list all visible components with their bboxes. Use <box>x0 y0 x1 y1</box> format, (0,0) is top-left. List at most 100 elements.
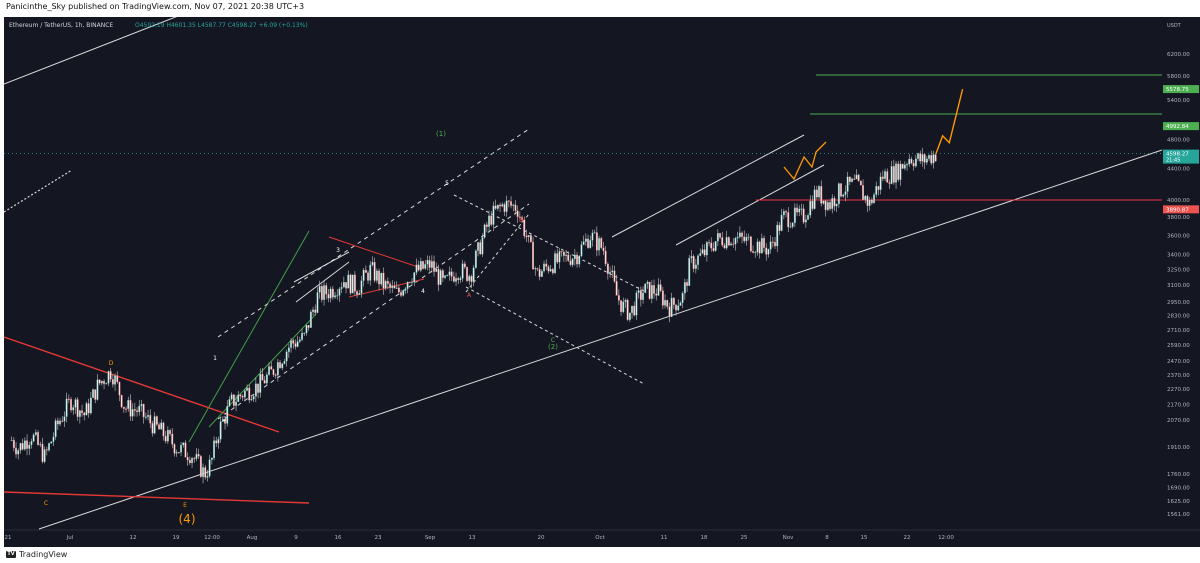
wedge-upper[interactable] <box>293 251 350 283</box>
red-flag-upper[interactable] <box>328 236 425 270</box>
price-axis[interactable] <box>1162 17 1200 547</box>
dashed-channel-upper[interactable] <box>217 128 530 338</box>
footer: TV TradingView <box>0 547 1200 563</box>
candle <box>664 299 667 306</box>
price-tag[interactable] <box>1163 149 1199 164</box>
candle <box>584 238 587 242</box>
wedge-lower[interactable] <box>295 261 350 303</box>
candle <box>879 176 882 190</box>
candle <box>837 183 840 205</box>
candle <box>215 440 218 444</box>
price-tick-label: 6200.00 <box>1167 52 1190 58</box>
candle <box>219 421 222 440</box>
candle <box>250 398 253 401</box>
price-tick-label: 3600.00 <box>1167 233 1190 239</box>
candle <box>303 332 306 334</box>
candle <box>199 456 202 478</box>
candle <box>382 272 385 289</box>
candle <box>43 449 46 462</box>
candle <box>26 440 29 449</box>
price-tag[interactable] <box>1163 122 1199 131</box>
candle <box>281 363 284 369</box>
candle <box>543 263 546 272</box>
candle <box>63 416 66 422</box>
candle <box>210 457 213 460</box>
candle <box>351 274 354 294</box>
candle <box>162 422 165 437</box>
candle <box>103 380 106 385</box>
price-tick-label: 1910.00 <box>1167 445 1190 451</box>
candle <box>655 293 658 296</box>
abc-b-line[interactable] <box>465 213 530 293</box>
candle <box>356 291 359 296</box>
candle <box>694 264 697 269</box>
dashed-channel-lower[interactable] <box>217 203 530 420</box>
candle <box>184 442 187 458</box>
wave-label-C: C <box>44 500 48 507</box>
projection-path[interactable] <box>935 88 964 154</box>
candle <box>934 154 937 162</box>
wave-label-E: E <box>183 502 187 509</box>
candle <box>309 311 312 328</box>
candle <box>545 263 548 267</box>
candle <box>204 467 207 478</box>
candle <box>802 208 805 223</box>
candle <box>503 204 506 212</box>
candle <box>362 269 365 281</box>
candle <box>228 398 231 407</box>
rising-channel-lower[interactable] <box>675 164 825 246</box>
candle <box>406 281 409 289</box>
candle <box>373 262 376 281</box>
candle <box>338 288 341 296</box>
candle <box>549 268 552 272</box>
price-tick-label: 2950.00 <box>1167 300 1190 306</box>
candle <box>107 371 110 384</box>
candle <box>367 272 370 281</box>
wave-drawing-orange[interactable] <box>783 141 827 181</box>
candle <box>516 210 519 217</box>
long-support-trendline[interactable] <box>38 149 1163 530</box>
candle <box>131 409 134 417</box>
candle <box>758 241 761 254</box>
triangle-lower-line[interactable] <box>3 491 310 504</box>
candle <box>243 390 246 398</box>
candle <box>85 403 88 416</box>
candle <box>325 285 328 295</box>
candle <box>463 263 466 268</box>
price-tag[interactable] <box>1163 205 1199 214</box>
price-chart[interactable]: (4) (1) (2) 1 2 3 4 5 A B C C D E Ethereum / TetherUS,… <box>3 1 1200 547</box>
candle <box>292 340 295 344</box>
dotted-line-left[interactable] <box>3 169 73 213</box>
price-tick-label: 2830.00 <box>1167 314 1190 320</box>
candle <box>353 274 356 292</box>
candle <box>294 343 297 347</box>
abc-channel-lower[interactable] <box>465 286 645 385</box>
candle <box>89 397 92 414</box>
triangle-upper-line[interactable] <box>3 336 280 433</box>
candle <box>144 416 147 418</box>
candle <box>609 271 612 274</box>
candle <box>510 201 513 206</box>
rising-channel-upper[interactable] <box>611 134 805 238</box>
candle <box>37 432 40 445</box>
candle <box>290 340 293 348</box>
candle <box>155 416 158 425</box>
candle <box>450 271 453 277</box>
candle <box>930 154 933 164</box>
price-tag-label: 4992.84 <box>1166 124 1189 130</box>
candle <box>928 154 931 159</box>
wave-label-A: A <box>467 292 472 299</box>
candle <box>12 439 15 449</box>
tradingview-brand[interactable]: TV TradingView <box>6 550 67 559</box>
wave-label-3: 3 <box>336 247 340 254</box>
candle <box>705 242 708 256</box>
green-channel-upper[interactable] <box>188 230 310 443</box>
candle <box>246 387 249 391</box>
candle <box>19 443 22 451</box>
candle <box>147 414 150 418</box>
candle <box>96 379 99 400</box>
candle <box>532 241 535 270</box>
price-tag[interactable] <box>1163 85 1199 94</box>
candle <box>116 375 119 383</box>
